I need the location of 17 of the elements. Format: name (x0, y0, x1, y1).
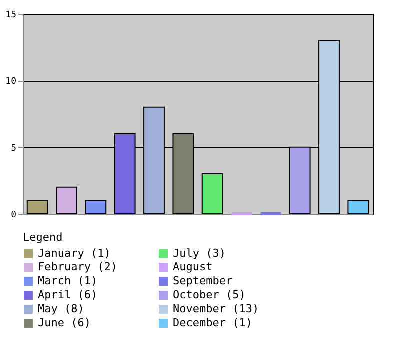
legend-label: July (3) (173, 246, 226, 260)
y-tick-label: 15 (6, 10, 16, 20)
y-tick-label: 5 (11, 144, 16, 154)
legend-label: October (5) (173, 288, 246, 302)
legend-label: May (8) (38, 302, 84, 316)
legend-label: February (2) (38, 260, 118, 274)
legend-label: November (13) (173, 302, 260, 316)
legend-label: September (173, 274, 233, 288)
y-tick-label: 10 (6, 77, 16, 88)
legend-label: August (173, 260, 213, 274)
legend-label: April (6) (38, 288, 98, 302)
legend-label: January (1) (38, 246, 111, 260)
legend-label: June (6) (38, 316, 91, 330)
legend-label: December (1) (173, 316, 252, 330)
y-tick-label: 0 (11, 210, 16, 220)
legend-title: Legend (23, 231, 63, 244)
legend-label: March (1) (38, 274, 98, 288)
